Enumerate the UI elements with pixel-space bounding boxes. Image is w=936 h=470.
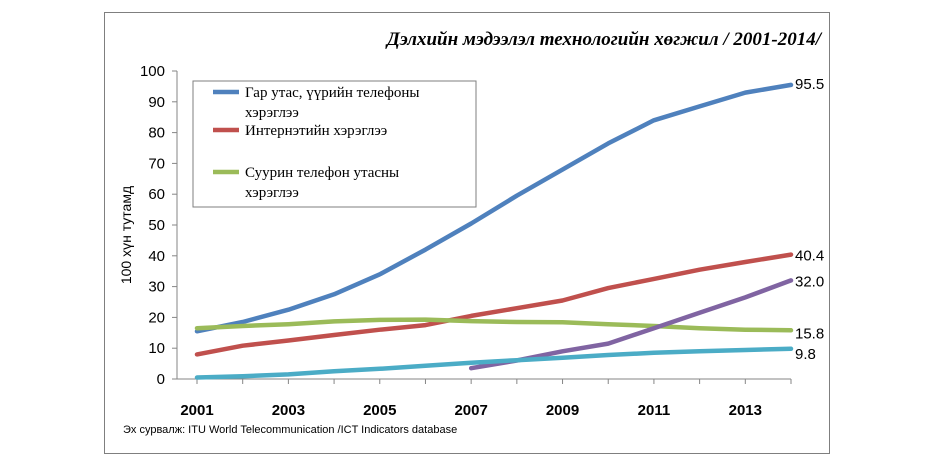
y-tick-label: 40 [148, 248, 165, 265]
legend-label-2-1: хэрэглээ [245, 185, 299, 201]
y-tick-label: 20 [148, 309, 165, 326]
series-line-1 [194, 252, 794, 357]
data-label-2: 15.8 [795, 325, 824, 342]
y-tick-label: 70 [148, 155, 165, 172]
line-chart: Дэлхийн мэдээлэл технологийн хөгжил / 20… [118, 29, 824, 436]
legend: Гар утас, үүрийн телефоны хэрэглээ Интернэ… [192, 80, 477, 208]
series-layer [194, 82, 794, 380]
legend-box [192, 80, 477, 208]
series-line-2 [194, 317, 794, 333]
data-label-1: 40.4 [795, 248, 824, 265]
x-tick-label: 2013 [729, 402, 762, 419]
data-label-3: 32.0 [795, 273, 824, 290]
y-tick-label: 60 [148, 186, 165, 203]
data-label-0: 95.5 [795, 76, 824, 93]
legend-label-2-0: Суурин телефон утасны [245, 165, 399, 181]
source-note: Эх сурвалж: ITU World Telecommunication … [123, 424, 457, 436]
x-tick-label: 2001 [180, 402, 213, 419]
series-line-4 [194, 346, 794, 380]
y-tick-label: 10 [148, 340, 165, 357]
legend-label-1-0: Интернэтийн хэрэглээ [245, 123, 387, 139]
series-line-0 [194, 82, 794, 334]
x-tick-label: 2009 [546, 402, 579, 419]
legend-label-0-0: Гар утас, үүрийн телефоны [245, 85, 419, 101]
x-tick-label: 2003 [272, 402, 305, 419]
y-tick-label: 0 [157, 371, 165, 388]
chart-title: Дэлхийн мэдээлэл технологийн хөгжил / 20… [385, 29, 823, 50]
y-tick-label: 50 [148, 217, 165, 234]
y-tick-label: 80 [148, 125, 165, 142]
y-tick-label: 30 [148, 279, 165, 296]
y-tick-label: 100 [140, 63, 165, 80]
x-tick-label: 2011 [638, 402, 671, 419]
axes: 0 10 20 30 40 50 60 70 80 90 100 2001 2003 2005 2007 20… [140, 63, 792, 419]
y-tick-label: 90 [148, 94, 165, 111]
x-tick-label: 2007 [454, 402, 487, 419]
data-label-4: 9.8 [795, 346, 816, 363]
legend-label-0-1: хэрэглээ [245, 105, 299, 121]
chart-frame: Дэлхийн мэдээлэл технологийн хөгжил / 20… [104, 12, 830, 454]
end-labels: 95.5 40.4 15.8 32.0 9.8 [795, 76, 824, 363]
y-axis-label: 100 хүн тутамд [118, 186, 134, 284]
x-tick-label: 2005 [363, 402, 396, 419]
